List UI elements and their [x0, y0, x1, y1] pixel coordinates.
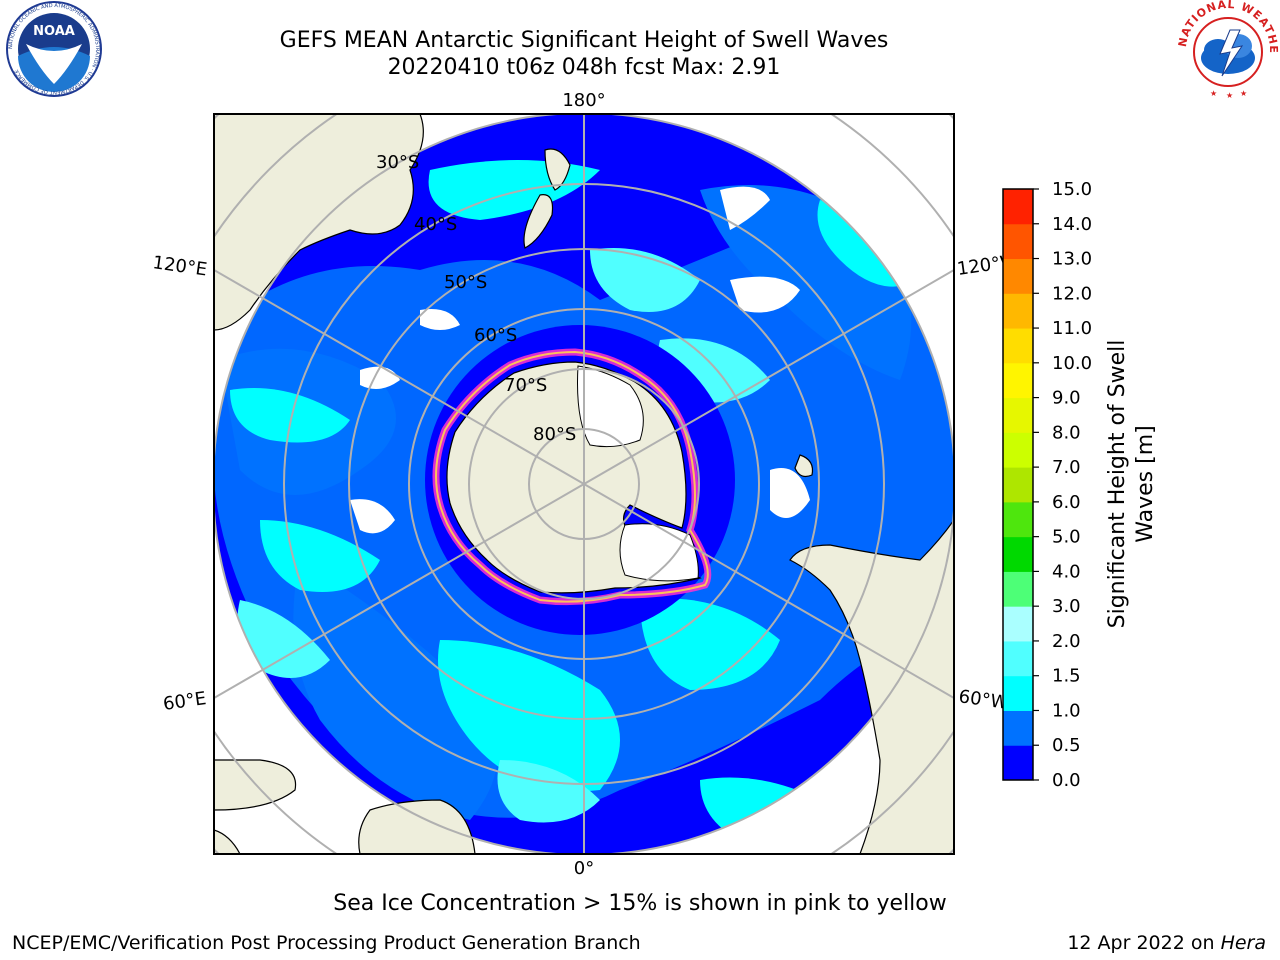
colorbar-segment	[1003, 501, 1033, 538]
footer-machine: Hera	[1220, 932, 1266, 954]
sea-ice-note: Sea Ice Concentration > 15% is shown in …	[333, 891, 947, 916]
colorbar-segment	[1003, 536, 1033, 572]
lon-label-0: 0°	[574, 858, 594, 879]
footer-date-text: 12 Apr 2022 on	[1067, 932, 1215, 954]
colorbar-segment	[1003, 640, 1033, 677]
colorbar-segment	[1003, 362, 1033, 399]
noaa-logo-icon: NOAA NATIONAL OCEANIC AND ATMOSPHERIC AD…	[6, 1, 102, 97]
lon-label-60e: 60°E	[162, 688, 208, 715]
colorbar-segment	[1003, 432, 1033, 468]
colorbar-tick-label: 0.0	[1052, 770, 1081, 791]
colorbar-tick-label: 3.0	[1052, 596, 1081, 617]
colorbar-tick-label: 8.0	[1052, 422, 1081, 443]
svg-text:★: ★	[1210, 89, 1217, 98]
colorbar-segment	[1003, 397, 1033, 433]
colorbar: 0.0 0.5 1.0 1.5 2.0 3.0 4.0 5.0 6.0 7.0 8.0 9.0 10.0…	[1002, 179, 1092, 791]
colorbar-tick-label: 4.0	[1052, 561, 1081, 582]
colorbar-segment	[1003, 293, 1033, 329]
lat-label-40s: 40°S	[414, 214, 457, 235]
svg-text:★: ★	[1240, 89, 1247, 98]
colorbar-tick-label: 7.0	[1052, 457, 1081, 478]
lat-label-60s: 60°S	[474, 325, 517, 346]
colorbar-segment	[1003, 710, 1033, 746]
colorbar-tick-label: 15.0	[1052, 179, 1092, 200]
colorbar-label-line2: Waves [m]	[1133, 425, 1158, 542]
colorbar-segment	[1003, 223, 1033, 260]
colorbar-segment	[1003, 675, 1033, 711]
lat-label-30s: 30°S	[376, 152, 419, 173]
colorbar-frame	[1002, 188, 1034, 781]
colorbar-tick-label: 14.0	[1052, 214, 1092, 235]
chart-subtitle: 20220410 t06z 048h fcst Max: 2.91	[387, 55, 781, 80]
colorbar-tick-label: 13.0	[1052, 249, 1092, 270]
colorbar-segment	[1003, 189, 1033, 225]
colorbar-tick-label: 11.0	[1052, 318, 1092, 339]
colorbar-tick-label: 1.5	[1052, 666, 1081, 687]
colorbar-segment	[1003, 258, 1033, 294]
lon-label-180: 180°	[562, 90, 605, 111]
colorbar-tick-label: 0.5	[1052, 735, 1081, 756]
noaa-logo-text: NOAA	[33, 24, 75, 39]
colorbar-segment	[1003, 467, 1033, 503]
colorbar-segment	[1003, 571, 1033, 607]
colorbar-tick-label: 9.0	[1052, 388, 1081, 409]
colorbar-tick-label: 1.0	[1052, 700, 1081, 721]
lat-label-70s: 70°S	[504, 375, 547, 396]
colorbar-tick-label: 10.0	[1052, 353, 1092, 374]
chart-title: GEFS MEAN Antarctic Significant Height o…	[279, 28, 889, 53]
graticule	[214, 114, 954, 854]
land-masses	[214, 114, 954, 854]
map-frame	[213, 113, 955, 855]
colorbar-tick-label: 6.0	[1052, 492, 1081, 513]
footer-credit: NCEP/EMC/Verification Post Processing Pr…	[12, 932, 641, 954]
lat-label-50s: 50°S	[444, 272, 487, 293]
colorbar-tick-label: 12.0	[1052, 283, 1092, 304]
colorbar-tick-label: 5.0	[1052, 527, 1081, 548]
nws-logo-icon: NATIONAL WEATHER SERVICE ★ ★ ★	[1176, 0, 1279, 100]
lon-label-60w: 60°W	[957, 686, 1009, 714]
colorbar-tick-label: 2.0	[1052, 631, 1081, 652]
lon-label-120e: 120°E	[151, 252, 208, 280]
colorbar-segment	[1003, 745, 1033, 781]
svg-text:★: ★	[1226, 91, 1233, 100]
footer-date: 12 Apr 2022 on Hera	[1067, 932, 1266, 954]
colorbar-segment	[1003, 328, 1033, 364]
lat-label-80s: 80°S	[533, 424, 576, 445]
colorbar-segment	[1003, 606, 1033, 642]
colorbar-label-line1: Significant Height of Swell	[1105, 340, 1130, 629]
